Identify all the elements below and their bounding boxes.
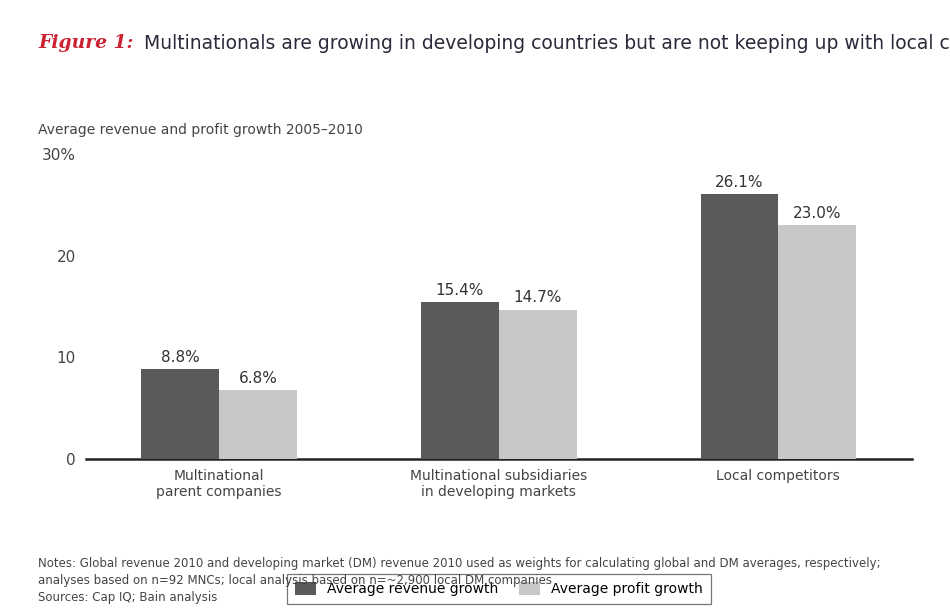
Text: 26.1%: 26.1% — [715, 174, 764, 190]
Text: 8.8%: 8.8% — [161, 351, 200, 365]
Text: analyses based on n=92 MNCs; local analysis based on n=~2,900 local DM companies: analyses based on n=92 MNCs; local analy… — [38, 574, 552, 587]
Text: 14.7%: 14.7% — [513, 290, 561, 306]
Text: 15.4%: 15.4% — [436, 283, 484, 298]
Bar — [499, 309, 577, 459]
Bar — [142, 370, 219, 459]
Bar — [219, 390, 297, 459]
Text: Average revenue and profit growth 2005–2010: Average revenue and profit growth 2005–2… — [38, 123, 363, 137]
Text: Sources: Cap IQ; Bain analysis: Sources: Cap IQ; Bain analysis — [38, 591, 218, 604]
Bar — [700, 193, 778, 459]
Text: 6.8%: 6.8% — [238, 371, 277, 386]
Text: Multinationals are growing in developing countries but are not keeping up with l: Multinationals are growing in developing… — [138, 34, 950, 53]
Bar — [778, 225, 856, 459]
Text: 23.0%: 23.0% — [793, 206, 842, 221]
Text: Figure 1:: Figure 1: — [38, 34, 133, 52]
Legend: Average revenue growth, Average profit growth: Average revenue growth, Average profit g… — [287, 573, 711, 604]
Bar — [421, 302, 499, 459]
Text: Notes: Global revenue 2010 and developing market (DM) revenue 2010 used as weigh: Notes: Global revenue 2010 and developin… — [38, 557, 881, 570]
